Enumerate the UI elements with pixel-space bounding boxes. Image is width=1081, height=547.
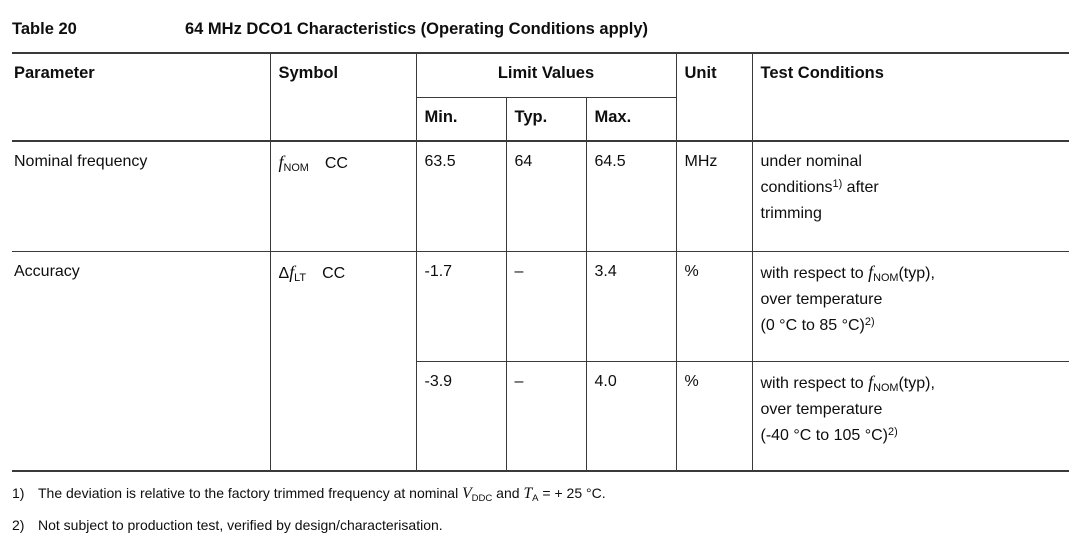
header-parameter: Parameter — [12, 53, 270, 142]
table-caption-label: Table 20 — [12, 20, 77, 38]
footnote-1: 1) The deviation is relative to the fact… — [12, 483, 1069, 504]
typ-cell: – — [505, 361, 586, 471]
row-nominal-frequency: Nominal frequency fNOM CC 63.5 64 64.5 MH… — [12, 141, 1069, 252]
footnote-marker: 2) — [12, 517, 25, 533]
max-cell: 3.4 — [585, 251, 676, 362]
max-cell: 4.0 — [585, 361, 676, 471]
header-unit: Unit — [675, 53, 752, 142]
symbol-cell: fNOM CC — [269, 141, 416, 252]
unit-cell: MHz — [675, 141, 752, 252]
header-typ: Typ. — [505, 97, 586, 142]
datasheet-page: Table 20 64 MHz DCO1 Characteristics (Op… — [12, 18, 1069, 535]
row-accuracy-1: Accuracy ΔfLT CC -1.7 – 3.4 % with respec… — [12, 251, 1069, 471]
characteristics-table: Parameter Symbol Limit Values Unit Test … — [12, 52, 1069, 472]
parameter-cell: Nominal frequency — [12, 141, 270, 252]
footnotes: 1) The deviation is relative to the fact… — [12, 483, 1069, 535]
min-cell: -3.9 — [415, 361, 506, 471]
table-caption: Table 20 64 MHz DCO1 Characteristics (Op… — [12, 18, 1069, 40]
header-limit-values: Limit Values — [415, 53, 676, 98]
test-conditions-cell: with respect to fNOM(typ), over temperatu… — [751, 361, 1069, 471]
header-max: Max. — [585, 97, 676, 142]
symbol-fnom: fNOM — [278, 152, 309, 175]
parameter-cell: Accuracy — [14, 262, 80, 280]
header-row-2: Min. Typ. Max. — [12, 97, 1069, 142]
header-test-conditions: Test Conditions — [751, 53, 1069, 142]
table-caption-title: 64 MHz DCO1 Characteristics (Operating C… — [185, 20, 648, 38]
header-min: Min. — [415, 97, 506, 142]
min-cell: 63.5 — [415, 141, 506, 252]
footnote-text: Not subject to production test, verified… — [38, 517, 443, 533]
symbol-qualifier: CC — [322, 264, 346, 282]
unit-cell: % — [675, 251, 752, 362]
min-cell: -1.7 — [415, 251, 506, 362]
test-conditions-cell: with respect to fNOM(typ), over temperatu… — [751, 251, 1069, 362]
symbol-delta-flt: ΔfLT — [278, 261, 307, 284]
test-conditions-cell: under nominal conditions1) after trimming — [751, 141, 1069, 252]
max-cell: 64.5 — [585, 141, 676, 252]
typ-cell: – — [505, 251, 586, 362]
header-symbol: Symbol — [269, 53, 416, 142]
symbol-cell: ΔfLT CC — [269, 251, 416, 471]
footnote-marker: 1) — [12, 485, 25, 501]
symbol-qualifier: CC — [324, 155, 348, 172]
unit-cell: % — [675, 361, 752, 471]
header-row-1: Parameter Symbol Limit Values Unit Test … — [12, 53, 1069, 142]
footnote-2: 2) Not subject to production test, verif… — [12, 515, 1069, 535]
footnote-text: The deviation is relative to the factory… — [38, 485, 606, 505]
typ-cell: 64 — [505, 141, 586, 252]
row-accuracy-2: -3.9 – 4.0 % with respect to fNOM(typ), o… — [12, 361, 1069, 471]
